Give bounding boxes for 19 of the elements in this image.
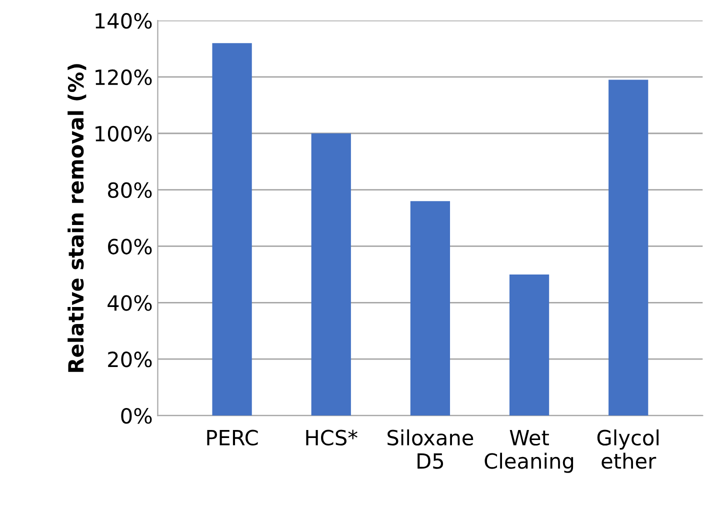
x-tick-label: Wet Cleaning <box>484 430 574 473</box>
x-tick-label: Siloxane D5 <box>388 429 474 469</box>
y-tick-label: 0% <box>121 408 152 424</box>
bar <box>608 80 648 416</box>
y-axis-title: Relative stain removal (%) <box>68 64 86 372</box>
x-tick-label: Glycol ether <box>597 429 659 469</box>
y-tick-label: 80% <box>108 182 152 198</box>
bar <box>311 133 351 416</box>
y-tick-label: 60% <box>108 238 152 254</box>
x-tick-label: HCS* <box>306 430 358 446</box>
bar <box>212 43 252 416</box>
y-tick-label: 20% <box>108 352 152 368</box>
y-tick-label: 120% <box>96 69 152 86</box>
bar <box>410 201 450 416</box>
bar <box>509 274 550 416</box>
y-tick-label: 140% <box>96 12 152 29</box>
y-tick-label: 100% <box>96 126 152 142</box>
x-tick-label: PERC <box>207 430 258 446</box>
y-tick-label: 40% <box>108 295 152 311</box>
